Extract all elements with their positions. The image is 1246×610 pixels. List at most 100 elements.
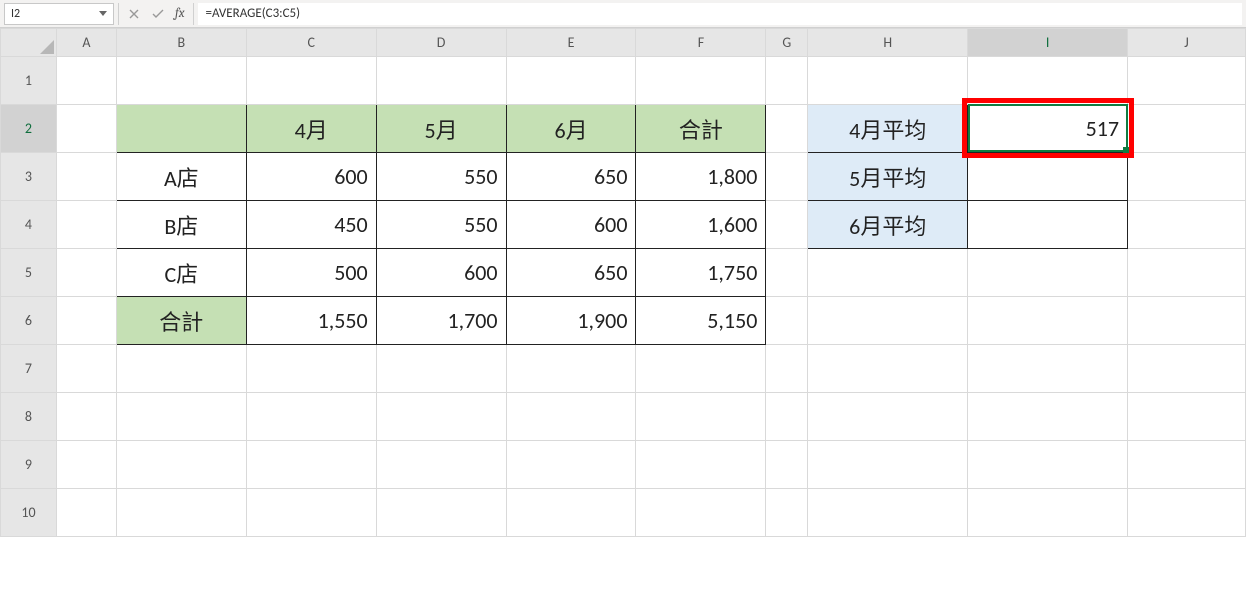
column-header-F[interactable]: F: [636, 29, 766, 57]
cell-F4[interactable]: 1,600: [636, 201, 766, 249]
cell-J2[interactable]: [1128, 105, 1246, 153]
row-header-2[interactable]: 2: [1, 105, 57, 153]
cell-J9[interactable]: [1128, 441, 1246, 489]
cell-G9[interactable]: [766, 441, 808, 489]
cell-B10[interactable]: [116, 489, 246, 537]
column-header-B[interactable]: B: [116, 29, 246, 57]
cell-H2[interactable]: 4月平均: [808, 105, 968, 153]
cell-A10[interactable]: [56, 489, 116, 537]
column-header-J[interactable]: J: [1128, 29, 1246, 57]
cell-C2[interactable]: 4月: [246, 105, 376, 153]
cell-I5[interactable]: [968, 249, 1128, 297]
cell-A8[interactable]: [56, 393, 116, 441]
cell-E8[interactable]: [506, 393, 636, 441]
cell-I2[interactable]: 517: [968, 105, 1128, 153]
cell-I7[interactable]: [968, 345, 1128, 393]
cell-G6[interactable]: [766, 297, 808, 345]
cell-D2[interactable]: 5月: [376, 105, 506, 153]
column-header-H[interactable]: H: [808, 29, 968, 57]
cell-A3[interactable]: [56, 153, 116, 201]
cell-I4[interactable]: [968, 201, 1128, 249]
cell-G7[interactable]: [766, 345, 808, 393]
cell-H8[interactable]: [808, 393, 968, 441]
cell-C7[interactable]: [246, 345, 376, 393]
cell-B6[interactable]: 合計: [116, 297, 246, 345]
cell-F3[interactable]: 1,800: [636, 153, 766, 201]
cell-I1[interactable]: [968, 57, 1128, 105]
row-header-5[interactable]: 5: [1, 249, 57, 297]
cell-D10[interactable]: [376, 489, 506, 537]
cell-F8[interactable]: [636, 393, 766, 441]
formula-enter-icon[interactable]: [151, 7, 165, 21]
cell-H10[interactable]: [808, 489, 968, 537]
cell-C5[interactable]: 500: [246, 249, 376, 297]
formula-input[interactable]: =AVERAGE(C3:C5): [198, 3, 1243, 25]
cell-C1[interactable]: [246, 57, 376, 105]
cell-J4[interactable]: [1128, 201, 1246, 249]
row-header-3[interactable]: 3: [1, 153, 57, 201]
cell-E1[interactable]: [506, 57, 636, 105]
row-header-6[interactable]: 6: [1, 297, 57, 345]
cell-E3[interactable]: 650: [506, 153, 636, 201]
cell-C10[interactable]: [246, 489, 376, 537]
cell-G4[interactable]: [766, 201, 808, 249]
cell-I10[interactable]: [968, 489, 1128, 537]
cell-I9[interactable]: [968, 441, 1128, 489]
cell-F10[interactable]: [636, 489, 766, 537]
cell-C8[interactable]: [246, 393, 376, 441]
row-header-9[interactable]: 9: [1, 441, 57, 489]
cell-D7[interactable]: [376, 345, 506, 393]
fx-icon[interactable]: fx: [175, 6, 185, 21]
cell-G1[interactable]: [766, 57, 808, 105]
select-all-corner[interactable]: [1, 29, 57, 57]
cell-E4[interactable]: 600: [506, 201, 636, 249]
cell-D5[interactable]: 600: [376, 249, 506, 297]
cell-H6[interactable]: [808, 297, 968, 345]
cell-B2[interactable]: [116, 105, 246, 153]
cell-G5[interactable]: [766, 249, 808, 297]
cell-J10[interactable]: [1128, 489, 1246, 537]
cell-B4[interactable]: B店: [116, 201, 246, 249]
column-header-D[interactable]: D: [376, 29, 506, 57]
cell-A1[interactable]: [56, 57, 116, 105]
cell-F2[interactable]: 合計: [636, 105, 766, 153]
cell-D1[interactable]: [376, 57, 506, 105]
column-header-I[interactable]: I: [968, 29, 1128, 57]
cell-C3[interactable]: 600: [246, 153, 376, 201]
cell-A5[interactable]: [56, 249, 116, 297]
row-header-1[interactable]: 1: [1, 57, 57, 105]
cell-J3[interactable]: [1128, 153, 1246, 201]
cell-G8[interactable]: [766, 393, 808, 441]
cell-A4[interactable]: [56, 201, 116, 249]
cell-F5[interactable]: 1,750: [636, 249, 766, 297]
name-box[interactable]: I2: [4, 3, 114, 25]
cell-A9[interactable]: [56, 441, 116, 489]
cell-J5[interactable]: [1128, 249, 1246, 297]
sheet-area[interactable]: ABCDEFGHIJ 124月5月6月合計4月平均5173A店600550650…: [0, 28, 1246, 610]
cell-D4[interactable]: 550: [376, 201, 506, 249]
cell-E2[interactable]: 6月: [506, 105, 636, 153]
column-header-E[interactable]: E: [506, 29, 636, 57]
cell-E7[interactable]: [506, 345, 636, 393]
cell-G2[interactable]: [766, 105, 808, 153]
cell-A2[interactable]: [56, 105, 116, 153]
cell-J6[interactable]: [1128, 297, 1246, 345]
cell-I6[interactable]: [968, 297, 1128, 345]
cell-C6[interactable]: 1,550: [246, 297, 376, 345]
cell-E9[interactable]: [506, 441, 636, 489]
cell-J1[interactable]: [1128, 57, 1246, 105]
cell-H7[interactable]: [808, 345, 968, 393]
cell-B3[interactable]: A店: [116, 153, 246, 201]
cell-H1[interactable]: [808, 57, 968, 105]
row-header-10[interactable]: 10: [1, 489, 57, 537]
cell-E10[interactable]: [506, 489, 636, 537]
cell-H9[interactable]: [808, 441, 968, 489]
cell-A6[interactable]: [56, 297, 116, 345]
cell-A7[interactable]: [56, 345, 116, 393]
name-box-dropdown-icon[interactable]: [99, 11, 107, 16]
cell-H4[interactable]: 6月平均: [808, 201, 968, 249]
cell-B7[interactable]: [116, 345, 246, 393]
row-header-8[interactable]: 8: [1, 393, 57, 441]
cell-J7[interactable]: [1128, 345, 1246, 393]
row-header-7[interactable]: 7: [1, 345, 57, 393]
